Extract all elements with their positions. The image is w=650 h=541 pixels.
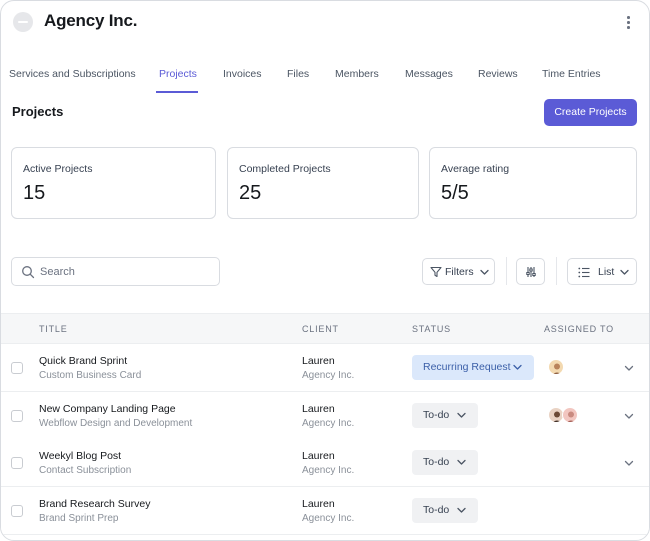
project-subtitle: Brand Sprint Prep <box>39 513 119 524</box>
column-header-title[interactable]: TITLE <box>39 324 68 334</box>
kebab-menu-icon[interactable] <box>622 14 634 32</box>
filter-icon <box>430 266 442 278</box>
view-mode-button[interactable]: List <box>567 258 637 285</box>
tab-bar: Services and Subscriptions Projects Invo… <box>1 61 649 95</box>
columns-settings-button[interactable] <box>516 258 545 285</box>
search-box <box>11 257 220 286</box>
avatar[interactable] <box>548 359 564 375</box>
tab-files[interactable]: Files <box>287 68 310 80</box>
project-title[interactable]: Weekyl Blog Post <box>39 450 122 462</box>
client-name: Lauren <box>302 403 335 415</box>
client-company: Agency Inc. <box>302 513 355 524</box>
column-header-client[interactable]: CLIENT <box>302 324 339 334</box>
project-subtitle: Contact Subscription <box>39 465 132 476</box>
status-dropdown[interactable]: Recurring Request <box>412 355 534 380</box>
company-name: Agency Inc. <box>44 11 138 30</box>
tab-members[interactable]: Members <box>335 68 379 80</box>
status-label: To-do <box>423 409 450 421</box>
client-company: Agency Inc. <box>302 418 355 429</box>
stat-label: Active Projects <box>23 163 93 175</box>
chevron-down-icon <box>457 459 466 465</box>
tab-projects[interactable]: Projects <box>159 68 197 80</box>
stat-value: 15 <box>23 182 46 204</box>
project-subtitle: Custom Business Card <box>39 370 142 381</box>
list-icon <box>578 267 590 278</box>
view-mode-label: List <box>598 266 615 278</box>
expand-row-icon[interactable] <box>622 361 636 375</box>
tab-time-entries[interactable]: Time Entries <box>542 68 601 80</box>
header: Agency Inc. <box>1 1 649 45</box>
client-company: Agency Inc. <box>302 465 355 476</box>
project-title[interactable]: New Company Landing Page <box>39 403 176 415</box>
stat-value: 5/5 <box>441 182 469 204</box>
row-checkbox[interactable] <box>11 505 23 517</box>
chevron-down-icon <box>457 507 466 513</box>
create-projects-button[interactable]: Create Projects <box>544 99 637 126</box>
stat-card-completed-projects: Completed Projects 25 <box>227 147 419 219</box>
stat-card-active-projects: Active Projects 15 <box>11 147 216 219</box>
table-row[interactable]: Brand Research Survey Brand Sprint Prep … <box>1 487 649 535</box>
stat-label: Completed Projects <box>239 163 331 175</box>
avatar[interactable] <box>562 407 578 423</box>
tab-services-and-subscriptions[interactable]: Services and Subscriptions <box>9 68 136 80</box>
search-input[interactable] <box>40 263 210 281</box>
chevron-down-icon <box>513 364 522 370</box>
status-label: To-do <box>423 504 450 516</box>
project-title[interactable]: Quick Brand Sprint <box>39 355 128 367</box>
table-row[interactable]: Weekyl Blog Post Contact Subscription La… <box>1 439 649 487</box>
client-company: Agency Inc. <box>302 370 355 381</box>
tab-invoices[interactable]: Invoices <box>223 68 262 80</box>
status-label: Recurring Request <box>423 361 511 373</box>
client-name: Lauren <box>302 498 335 510</box>
filters-button[interactable]: Filters <box>422 258 495 285</box>
tab-messages[interactable]: Messages <box>405 68 453 80</box>
divider <box>556 257 557 285</box>
expand-row-icon[interactable] <box>622 456 636 470</box>
sliders-icon <box>526 267 536 277</box>
row-checkbox[interactable] <box>11 410 23 422</box>
search-icon <box>22 266 35 279</box>
project-subtitle: Webflow Design and Development <box>39 418 193 429</box>
filters-label: Filters <box>445 266 474 278</box>
column-header-status[interactable]: STATUS <box>412 324 451 334</box>
chevron-down-icon <box>480 269 489 275</box>
table-header: TITLE CLIENT STATUS ASSIGNED TO <box>1 313 649 344</box>
table-row[interactable]: New Company Landing Page Webflow Design … <box>1 392 649 440</box>
chevron-down-icon <box>457 412 466 418</box>
status-dropdown[interactable]: To-do <box>412 498 478 523</box>
stat-value: 25 <box>239 182 262 204</box>
row-checkbox[interactable] <box>11 362 23 374</box>
active-tab-indicator <box>156 91 198 93</box>
stat-label: Average rating <box>441 163 510 175</box>
project-title[interactable]: Brand Research Survey <box>39 498 151 510</box>
expand-row-icon[interactable] <box>622 409 636 423</box>
row-checkbox[interactable] <box>11 457 23 469</box>
chevron-down-icon <box>620 269 629 275</box>
page-title: Projects <box>12 104 64 119</box>
status-dropdown[interactable]: To-do <box>412 450 478 475</box>
tab-reviews[interactable]: Reviews <box>478 68 518 80</box>
status-dropdown[interactable]: To-do <box>412 403 478 428</box>
column-header-assigned-to[interactable]: ASSIGNED TO <box>544 324 614 334</box>
client-name: Lauren <box>302 450 335 462</box>
table-row[interactable]: Quick Brand Sprint Custom Business Card … <box>1 344 649 392</box>
logo-icon <box>13 12 33 32</box>
client-name: Lauren <box>302 355 335 367</box>
status-label: To-do <box>423 456 450 468</box>
divider <box>506 257 507 285</box>
avatar[interactable] <box>548 407 564 423</box>
stat-card-average-rating: Average rating 5/5 <box>429 147 637 219</box>
